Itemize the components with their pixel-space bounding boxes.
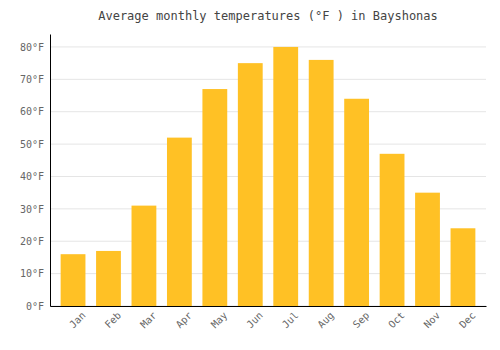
x-tick-label: Feb <box>103 310 124 331</box>
bar <box>132 206 157 306</box>
grid-line <box>50 144 486 145</box>
grid-line <box>50 176 486 177</box>
chart-container: 0°F 10°F 20°F 30°F 40°F 50°F 60°F 70°F 80°F Jan Fe… <box>0 0 500 350</box>
y-tick: 80°F <box>20 42 50 53</box>
x-tick-label: Nov <box>422 310 443 331</box>
x-tick: Jul <box>280 310 301 331</box>
x-tick-label: Jun <box>244 310 265 331</box>
x-tick-label: Oct <box>386 310 407 331</box>
y-tick-label: 0°F <box>26 301 44 312</box>
y-tick-label: 40°F <box>20 171 44 182</box>
y-tick-label: 60°F <box>20 106 44 117</box>
x-tick: Dec <box>457 310 478 331</box>
y-tick: 40°F <box>20 171 50 182</box>
y-tick: 20°F <box>20 236 50 247</box>
y-tick: 10°F <box>20 268 50 279</box>
grid-line <box>50 46 486 47</box>
x-tick: Sep <box>351 310 372 331</box>
x-tick: May <box>209 310 230 331</box>
x-tick-label: May <box>209 310 230 331</box>
title: Average monthly temperatures (°F ) in Ba… <box>98 9 438 23</box>
bar <box>344 99 369 306</box>
x-tick: Aug <box>315 310 336 331</box>
y-tick: 0°F <box>26 301 50 312</box>
bar <box>61 254 86 306</box>
x-tick: Oct <box>386 310 407 331</box>
x-tick: Mar <box>138 310 159 331</box>
x-tick: Jan <box>67 310 88 331</box>
grid-line <box>50 111 486 112</box>
bar <box>273 47 298 306</box>
x-tick-label: Mar <box>138 310 159 331</box>
y-axis-line <box>50 35 51 307</box>
x-tick: Jun <box>244 310 265 331</box>
x-tick-label: Apr <box>174 310 195 331</box>
x-tick-label: Aug <box>315 310 336 331</box>
y-tick-label: 80°F <box>20 42 44 53</box>
bar <box>451 228 476 306</box>
x-tick-label: Jul <box>280 310 301 331</box>
x-axis: Jan Feb Mar Apr May Jun Jul Aug Sep Oct Nov Dec <box>51 307 487 331</box>
bar <box>309 60 334 306</box>
y-tick: 60°F <box>20 106 50 117</box>
y-tick: 30°F <box>20 204 50 215</box>
bar <box>380 154 405 306</box>
bar <box>415 193 440 306</box>
bars <box>61 47 476 306</box>
x-tick: Apr <box>174 310 195 331</box>
y-tick-label: 20°F <box>20 236 44 247</box>
bar <box>167 138 192 306</box>
x-tick: Feb <box>103 310 124 331</box>
x-tick-label: Dec <box>457 310 478 331</box>
bar <box>96 251 121 306</box>
chart-svg: 0°F 10°F 20°F 30°F 40°F 50°F 60°F 70°F 80°F Jan Fe… <box>0 0 500 350</box>
x-tick: Nov <box>422 310 443 331</box>
y-tick: 70°F <box>20 74 50 85</box>
y-tick-label: 70°F <box>20 74 44 85</box>
x-tick-label: Sep <box>351 310 372 331</box>
y-axis: 0°F 10°F 20°F 30°F 40°F 50°F 60°F 70°F 80°F <box>20 35 51 312</box>
bar <box>202 89 227 306</box>
x-axis-line <box>51 306 487 307</box>
grid <box>50 47 486 306</box>
plot-root: 0°F 10°F 20°F 30°F 40°F 50°F 60°F 70°F 80°F Jan Fe… <box>20 35 487 331</box>
y-tick-label: 30°F <box>20 204 44 215</box>
y-tick: 50°F <box>20 139 50 150</box>
y-tick-label: 50°F <box>20 139 44 150</box>
bar <box>238 63 263 306</box>
x-tick-label: Jan <box>67 310 88 331</box>
y-tick-label: 10°F <box>20 268 44 279</box>
grid-line <box>50 79 486 80</box>
